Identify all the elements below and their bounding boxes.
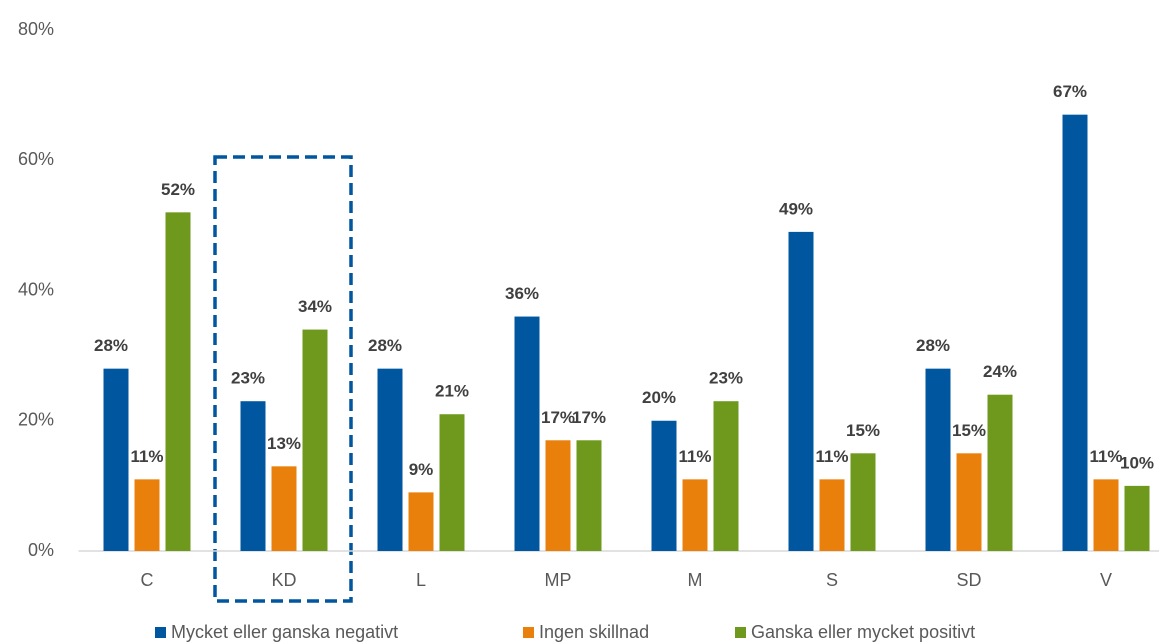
legend-swatch xyxy=(155,627,166,638)
bar xyxy=(788,231,814,551)
bar xyxy=(576,440,602,551)
bar xyxy=(713,401,739,551)
bar xyxy=(1062,114,1088,551)
bar xyxy=(1093,479,1119,551)
value-label: 11% xyxy=(130,447,163,466)
value-label: 52% xyxy=(161,180,195,199)
value-label: 11% xyxy=(815,447,848,466)
value-label: 10% xyxy=(1120,453,1154,472)
value-label: 36% xyxy=(505,284,539,303)
legend-label: Mycket eller ganska negativt xyxy=(171,622,398,642)
x-tick-label: L xyxy=(416,570,426,590)
value-label: 13% xyxy=(267,434,301,453)
value-label: 34% xyxy=(298,297,332,316)
y-tick-label: 80% xyxy=(18,19,54,39)
value-label: 24% xyxy=(983,362,1017,381)
x-tick-label: C xyxy=(141,570,154,590)
value-label: 49% xyxy=(779,199,813,218)
bar xyxy=(240,401,266,551)
value-label: 67% xyxy=(1053,82,1087,101)
bar xyxy=(682,479,708,551)
bar xyxy=(439,414,465,551)
x-tick-label: KD xyxy=(271,570,296,590)
bar xyxy=(925,368,951,551)
value-label: 15% xyxy=(846,421,880,440)
value-label: 28% xyxy=(916,336,950,355)
bar xyxy=(819,479,845,551)
highlight-box xyxy=(213,155,353,603)
y-tick-label: 20% xyxy=(18,410,54,430)
x-tick-label: V xyxy=(1100,570,1112,590)
value-label: 21% xyxy=(435,382,469,401)
bar xyxy=(850,453,876,551)
value-label: 15% xyxy=(952,421,986,440)
value-label: 17% xyxy=(572,408,606,427)
bar xyxy=(408,492,434,551)
value-label: 11% xyxy=(678,447,711,466)
y-tick-label: 40% xyxy=(18,279,54,299)
bar xyxy=(545,440,571,551)
value-label: 28% xyxy=(94,336,128,355)
y-tick-label: 60% xyxy=(18,149,54,169)
x-tick-label: MP xyxy=(545,570,572,590)
value-label: 20% xyxy=(642,388,676,407)
value-label: 11% xyxy=(1089,447,1122,466)
legend-label: Ingen skillnad xyxy=(539,622,649,642)
bar xyxy=(165,212,191,551)
legend-swatch xyxy=(523,627,534,638)
y-tick-label: 0% xyxy=(28,540,54,560)
bar xyxy=(377,368,403,551)
bar xyxy=(103,368,129,551)
bar xyxy=(956,453,982,551)
x-tick-label: M xyxy=(688,570,703,590)
value-label: 23% xyxy=(231,369,265,388)
bar xyxy=(134,479,160,551)
bar xyxy=(302,329,328,551)
legend-label: Ganska eller mycket positivt xyxy=(751,622,975,642)
x-tick-label: SD xyxy=(956,570,981,590)
x-tick-label: S xyxy=(826,570,838,590)
bar xyxy=(271,466,297,551)
bar xyxy=(1124,485,1150,551)
value-label: 23% xyxy=(709,369,743,388)
value-label: 9% xyxy=(409,460,434,479)
value-label: 17% xyxy=(541,408,575,427)
bar xyxy=(514,316,540,551)
bar xyxy=(987,394,1013,551)
legend-swatch xyxy=(735,627,746,638)
bar xyxy=(651,420,677,551)
value-label: 28% xyxy=(368,336,402,355)
